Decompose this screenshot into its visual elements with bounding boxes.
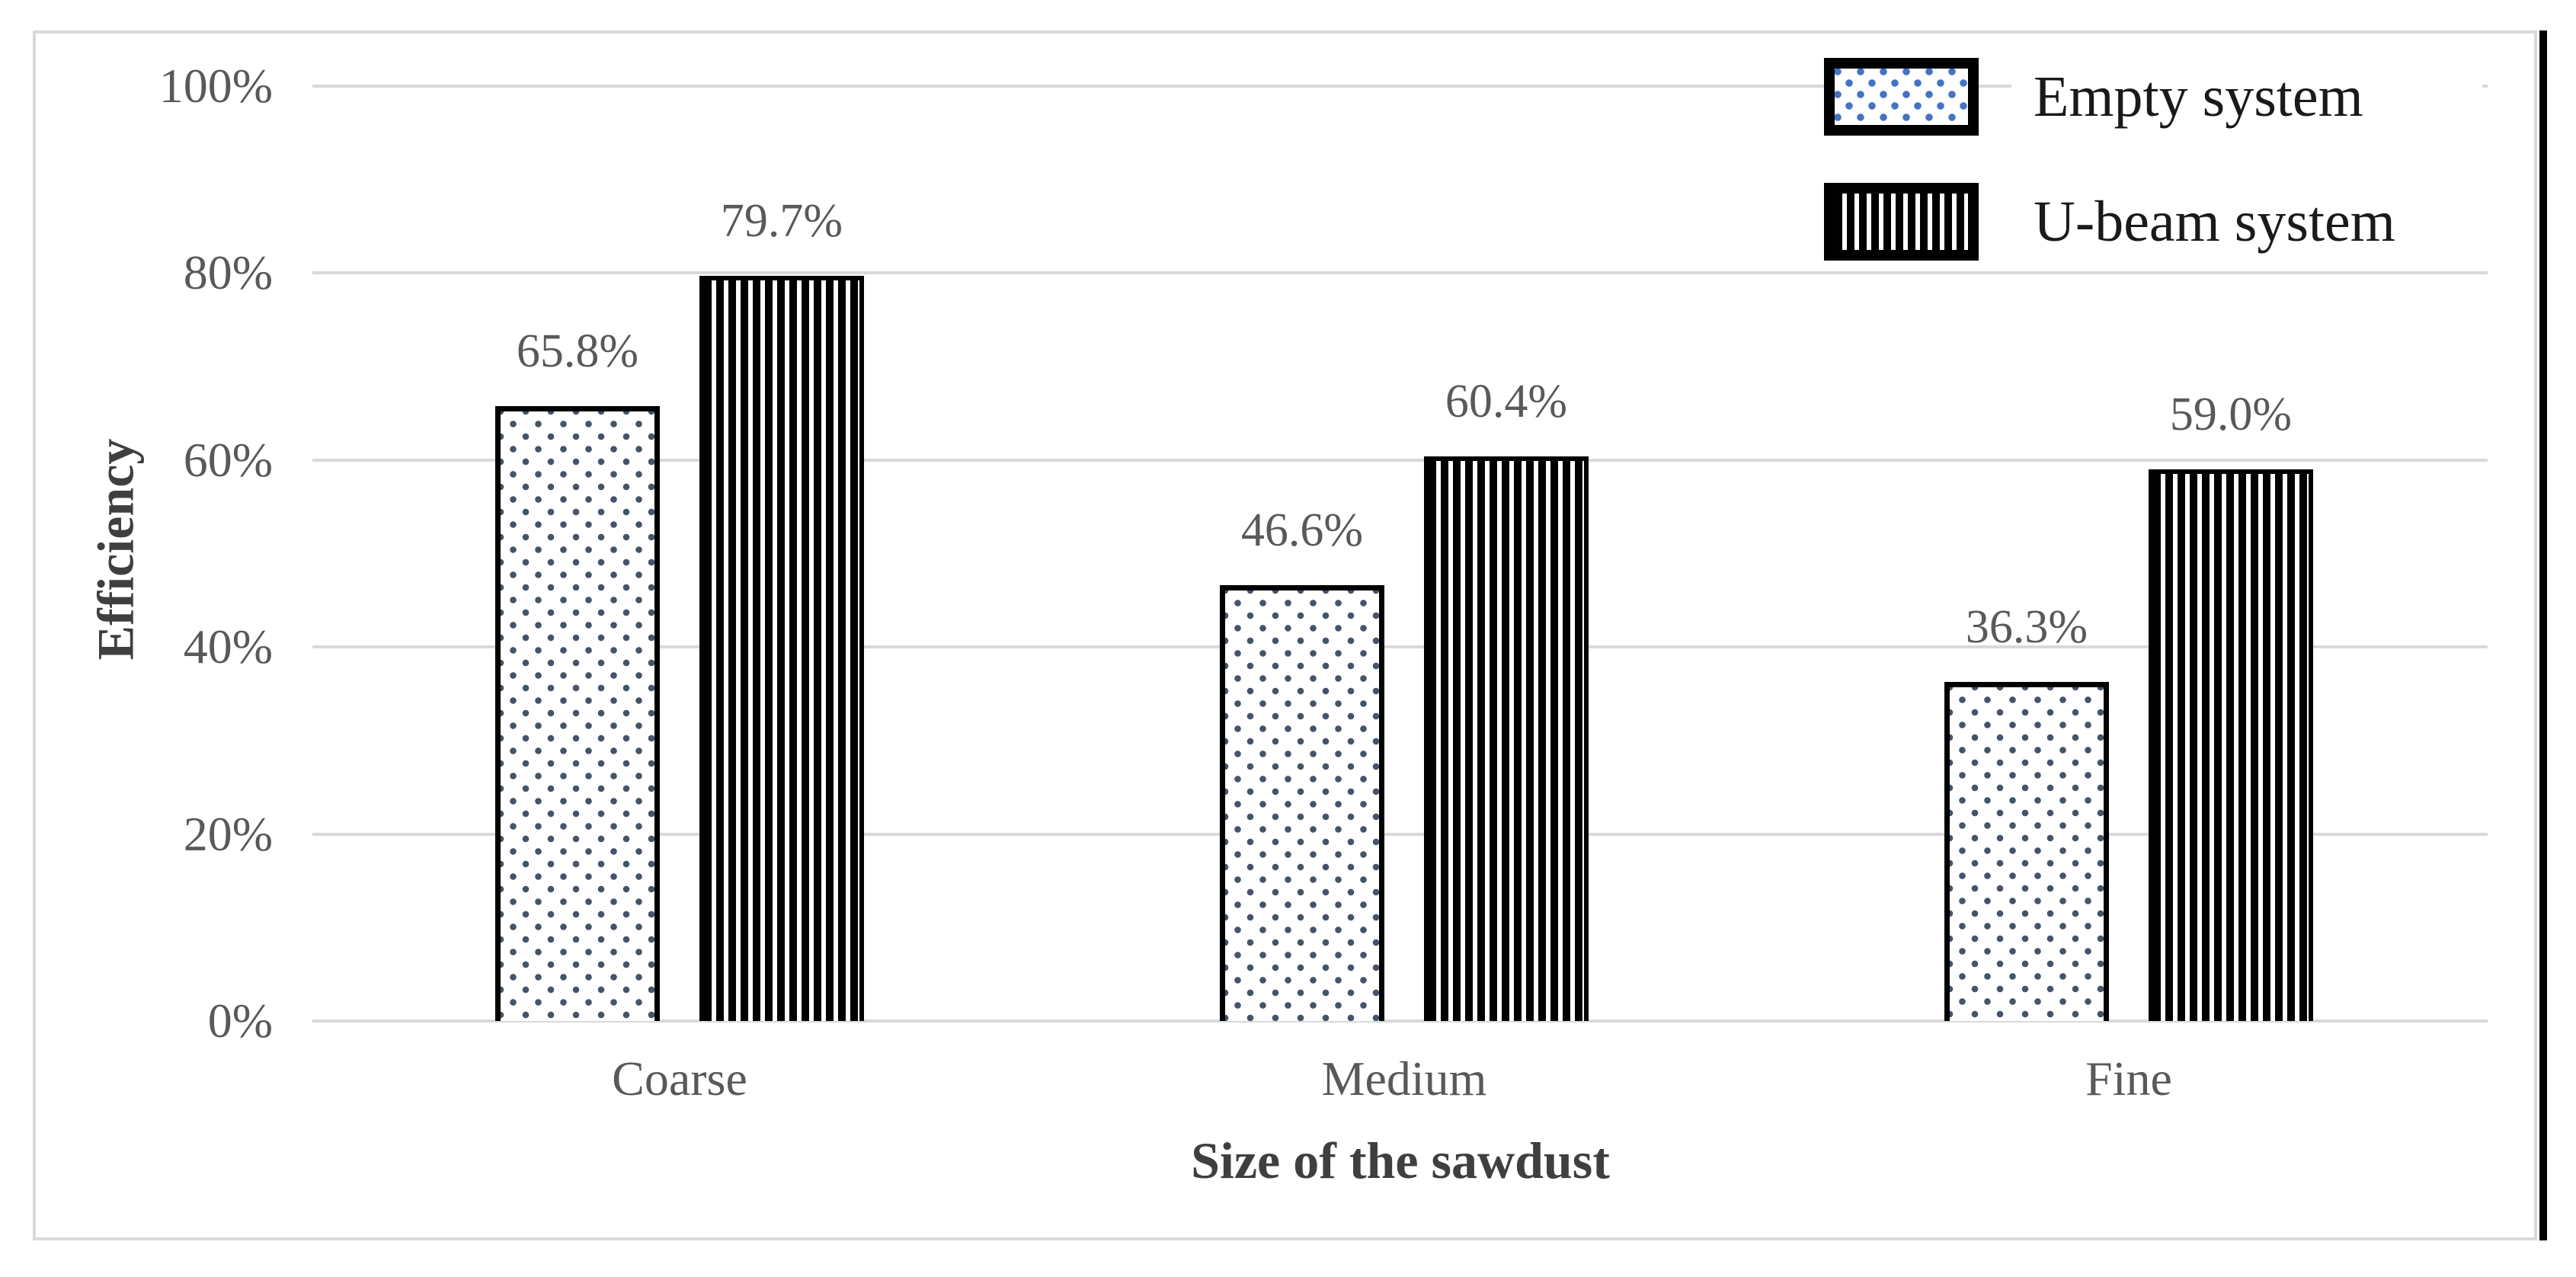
- data-label-empty-system-coarse: 65.8%: [516, 325, 639, 377]
- x-axis-title: Size of the sawdust: [1191, 1131, 1610, 1189]
- bar-u-beam-system-coarse: [699, 276, 864, 1021]
- y-tick-label-100: 100%: [158, 59, 273, 113]
- legend-swatch-empty-system: [1824, 58, 1979, 136]
- y-tick-label-80: 80%: [183, 245, 273, 299]
- y-tick-label-40: 40%: [183, 619, 273, 674]
- data-label-empty-system-medium: 46.6%: [1240, 504, 1364, 556]
- gridline-0: [312, 1019, 2488, 1023]
- y-tick-label-20: 20%: [183, 807, 273, 861]
- category-label-fine: Fine: [2085, 1051, 2172, 1106]
- y-tick-label-0: 0%: [207, 994, 273, 1048]
- legend-swatch-u-beam-system: [1824, 183, 1979, 261]
- bar-empty-system-fine: [1944, 682, 2109, 1021]
- legend-label-u-beam-system: U-beam system: [2034, 190, 2395, 254]
- legend-background: [2011, 37, 2482, 265]
- data-label-u-beam-system-coarse: 79.7%: [720, 195, 843, 247]
- data-label-empty-system-fine: 36.3%: [1965, 601, 2088, 653]
- gridline-60: [312, 459, 2488, 462]
- y-axis-title: Efficiency: [86, 438, 145, 661]
- right-edge-black-bar: [2539, 30, 2547, 1240]
- y-tick-label-60: 60%: [183, 433, 273, 487]
- figure-border: [33, 30, 2537, 1240]
- gridline-80: [312, 271, 2488, 274]
- legend-label-empty-system: Empty system: [2034, 65, 2363, 129]
- category-label-coarse: Coarse: [612, 1051, 747, 1106]
- bar-u-beam-system-fine: [2149, 469, 2313, 1021]
- bar-empty-system-medium: [1220, 585, 1384, 1021]
- gridline-100: [312, 85, 2488, 88]
- data-label-u-beam-system-fine: 59.0%: [2169, 389, 2293, 440]
- bar-u-beam-system-medium: [1424, 456, 1589, 1021]
- gridline-40: [312, 645, 2488, 648]
- category-label-medium: Medium: [1321, 1051, 1487, 1106]
- gridline-20: [312, 833, 2488, 836]
- bar-empty-system-coarse: [495, 406, 660, 1021]
- data-label-u-beam-system-medium: 60.4%: [1445, 376, 1568, 427]
